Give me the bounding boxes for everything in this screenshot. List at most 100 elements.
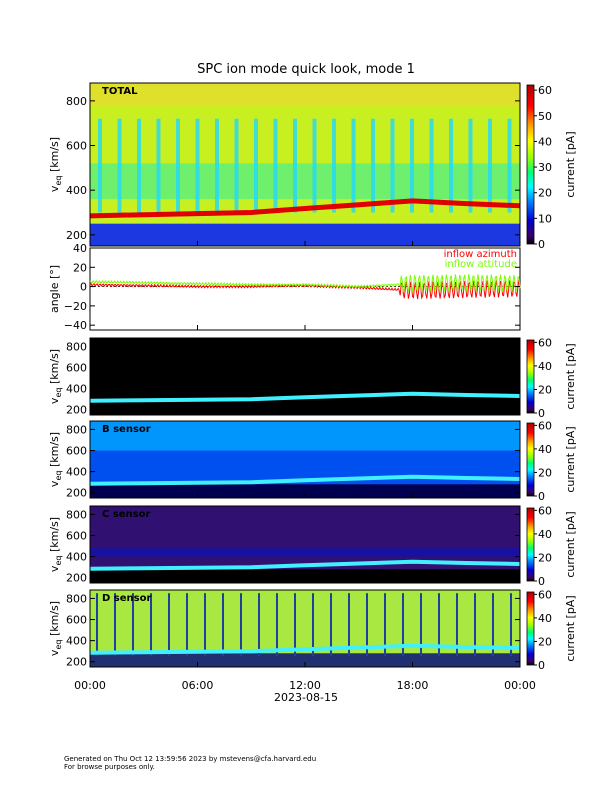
- legend-entry: inflow attitude: [445, 259, 517, 270]
- spin-stripe: [117, 118, 122, 213]
- spin-stripe: [510, 593, 512, 657]
- spin-stripe: [332, 118, 336, 213]
- y-tick-label: 200: [66, 572, 87, 585]
- spin-stripe: [254, 118, 258, 213]
- spin-stripe: [312, 118, 317, 213]
- y-tick-label: 200: [66, 656, 87, 669]
- spin-stripe: [351, 118, 356, 213]
- y-tick-label: 20: [73, 261, 87, 274]
- x-axis-labels: 00:00 06:00 12:00 18:00 00:00: [74, 679, 536, 692]
- y-axis-label: veq [km/s]: [48, 349, 63, 404]
- y-tick-label: 600: [66, 140, 87, 153]
- y-tick-label: 400: [66, 635, 87, 648]
- spin-stripe: [176, 118, 180, 213]
- colorbar-tick-label: 20: [538, 187, 552, 200]
- spin-stripe: [186, 593, 188, 657]
- ion-beam-trace: [89, 198, 521, 219]
- colorbar-tick-label: 0: [538, 238, 545, 251]
- colorbar-label: current [pA]: [564, 511, 577, 577]
- colorbar-tick-label: 20: [538, 635, 552, 648]
- y-axis-label: veq [km/s]: [48, 137, 63, 192]
- ion-beam-trace: [89, 559, 521, 571]
- colorbar-tick-label: 60: [538, 419, 552, 432]
- panel-label: C sensor: [102, 509, 150, 520]
- colorbar-label: current [pA]: [564, 343, 577, 409]
- colorbar-tick-label: 0: [538, 490, 545, 503]
- spin-stripe: [456, 593, 458, 657]
- x-tick-label: 00:00: [504, 679, 536, 692]
- colorbar-gradient: [526, 339, 535, 414]
- ion-beam-trace: [89, 643, 521, 655]
- spin-stripe: [330, 593, 332, 657]
- colorbar-tick-label: 40: [538, 528, 552, 541]
- colorbar-tick-label: 40: [538, 443, 552, 456]
- panel-label: B sensor: [102, 424, 151, 435]
- y-tick-label: 200: [66, 404, 87, 417]
- spin-stripe: [293, 118, 297, 213]
- spin-stripe: [114, 593, 116, 657]
- y-tick-label: 400: [66, 466, 87, 479]
- spin-stripe: [371, 118, 375, 213]
- colorbar-gradient: [526, 84, 535, 245]
- colorbar-tick-label: 10: [538, 212, 552, 225]
- colorbar-gradient: [526, 507, 535, 582]
- colorbar-tick-label: 0: [538, 407, 545, 420]
- colorbar-tick-label: 60: [538, 84, 552, 97]
- y-tick-label: 400: [66, 383, 87, 396]
- colorbar-tick-label: 60: [538, 504, 552, 517]
- y-tick-label: −40: [64, 319, 87, 332]
- panel-label: TOTAL: [102, 86, 138, 97]
- x-tick-label: 00:00: [74, 679, 106, 692]
- colorbar-b: 0 20 40 60 current [pA]: [526, 419, 577, 503]
- y-axis-label: veq [km/s]: [48, 432, 63, 487]
- y-tick-label: 800: [66, 592, 87, 605]
- x-tick-label: 18:00: [397, 679, 429, 692]
- low-velocity-band: [90, 223, 520, 246]
- spin-stripe: [507, 118, 512, 213]
- spin-stripe: [204, 593, 206, 657]
- spin-stripe: [384, 593, 386, 657]
- spin-stripe: [312, 593, 314, 657]
- heatmap-panel-c: 200 400 600 800 C sensor veq [km/s]: [48, 505, 521, 585]
- ion-beam-trace: [89, 391, 521, 403]
- colorbar-c: 0 20 40 60 current [pA]: [526, 504, 577, 588]
- y-tick-label: 200: [66, 487, 87, 500]
- y-tick-label: 0: [80, 281, 87, 294]
- spin-stripe: [150, 593, 152, 657]
- colorbar-tick-label: 40: [538, 612, 552, 625]
- heatmap-panel-b: 200 400 600 800 B sensor veq [km/s]: [48, 420, 521, 500]
- spin-stripe: [429, 118, 434, 213]
- heatmap-panel-d: 200 400 600 800 D sensor veq [km/s]: [48, 589, 521, 669]
- angle-series-0: [89, 279, 521, 300]
- spin-stripe: [402, 593, 404, 657]
- colorbar-tick-label: 60: [538, 588, 552, 601]
- spin-stripe: [276, 593, 278, 657]
- y-tick-label: 800: [66, 340, 87, 353]
- spin-stripe: [215, 118, 219, 213]
- y-tick-label: 600: [66, 362, 87, 375]
- spin-stripe: [234, 118, 239, 213]
- spin-stripe: [410, 118, 414, 213]
- colorbar-tick-label: 0: [538, 659, 545, 672]
- legend-entry: inflow azimuth: [444, 249, 517, 260]
- spin-stripe: [366, 593, 368, 657]
- y-tick-label: 40: [73, 242, 87, 255]
- spin-stripe: [468, 118, 473, 213]
- colorbar-gradient: [526, 591, 535, 666]
- spin-stripe: [156, 118, 161, 213]
- y-tick-label: 200: [66, 229, 87, 242]
- high-velocity-band: [90, 83, 520, 106]
- colorbar-tick-label: 60: [538, 336, 552, 349]
- y-tick-label: 800: [66, 95, 87, 108]
- figure-title: SPC ion mode quick look, mode 1: [197, 62, 415, 77]
- spin-stripe: [438, 593, 440, 657]
- spin-stripe: [348, 593, 350, 657]
- angle-series-1: [89, 274, 521, 293]
- colorbar-tick-label: 40: [538, 360, 552, 373]
- footer-disclaimer: For browse purposes only.: [64, 763, 155, 771]
- colorbar-gradient: [526, 422, 535, 497]
- colorbar-tick-label: 50: [538, 110, 552, 123]
- y-axis-label: veq [km/s]: [48, 517, 63, 572]
